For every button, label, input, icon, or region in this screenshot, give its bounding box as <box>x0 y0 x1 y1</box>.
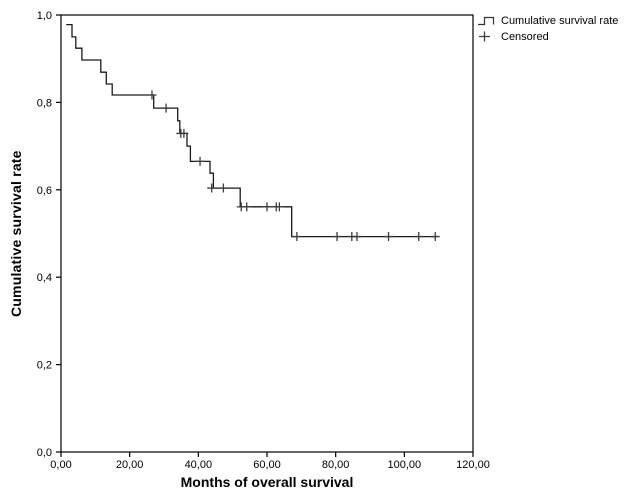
x-tick-label: 80,00 <box>322 459 350 471</box>
censor-plus-mark <box>262 202 272 212</box>
legend-label-censored: Censored <box>501 30 549 43</box>
censor-plus-mark <box>207 183 217 193</box>
censor-plus-mark <box>332 232 342 242</box>
censor-plus-mark <box>274 202 284 212</box>
x-tick-label: 40,00 <box>185 459 213 471</box>
censor-plus-mark <box>161 103 171 113</box>
censor-plus-mark <box>179 128 189 138</box>
x-tick-label: 120,00 <box>456 459 490 471</box>
x-axis-ticks: 0,00 20,00 40,00 60,00 80,00 100,00 120,00 <box>50 452 490 471</box>
y-axis-ticks: 0,0 0,2 0,4 0,6 0,8 1,0 <box>37 10 61 459</box>
censor-plus-mark <box>147 90 157 100</box>
censor-plus-mark <box>352 232 362 242</box>
y-tick-label: 0,0 <box>37 447 52 459</box>
legend-item-censored: Censored <box>477 30 618 43</box>
y-tick-label: 0,4 <box>37 272 52 284</box>
y-tick-label: 0,6 <box>37 185 52 197</box>
legend-item-survival: Cumulative survival rate <box>477 14 618 27</box>
x-tick-label: 20,00 <box>116 459 144 471</box>
y-axis-title: Cumulative survival rate <box>8 150 24 317</box>
censor-plus-mark <box>242 202 252 212</box>
legend: Cumulative survival rate Censored <box>477 14 618 43</box>
x-tick-label: 100,00 <box>388 459 422 471</box>
x-tick-label: 0,00 <box>50 459 71 471</box>
censor-plus-mark <box>218 183 228 193</box>
censor-plus-mark <box>384 232 394 242</box>
censor-plus-mark <box>430 232 440 242</box>
censored-plus-icon <box>479 31 490 42</box>
x-tick-label: 60,00 <box>253 459 281 471</box>
censor-plus-mark <box>195 156 205 166</box>
censor-plus-mark <box>292 232 302 242</box>
x-axis-title: Months of overall survival <box>180 474 354 490</box>
y-tick-label: 0,2 <box>37 360 52 372</box>
y-tick-label: 1,0 <box>37 10 52 22</box>
y-tick-label: 0,8 <box>37 97 52 109</box>
censor-plus-mark <box>414 232 424 242</box>
censor-marks <box>147 90 440 242</box>
legend-label-survival: Cumulative survival rate <box>501 14 619 27</box>
plot-frame <box>60 14 474 453</box>
survival-curve <box>66 23 438 238</box>
step-line-icon <box>478 16 495 26</box>
